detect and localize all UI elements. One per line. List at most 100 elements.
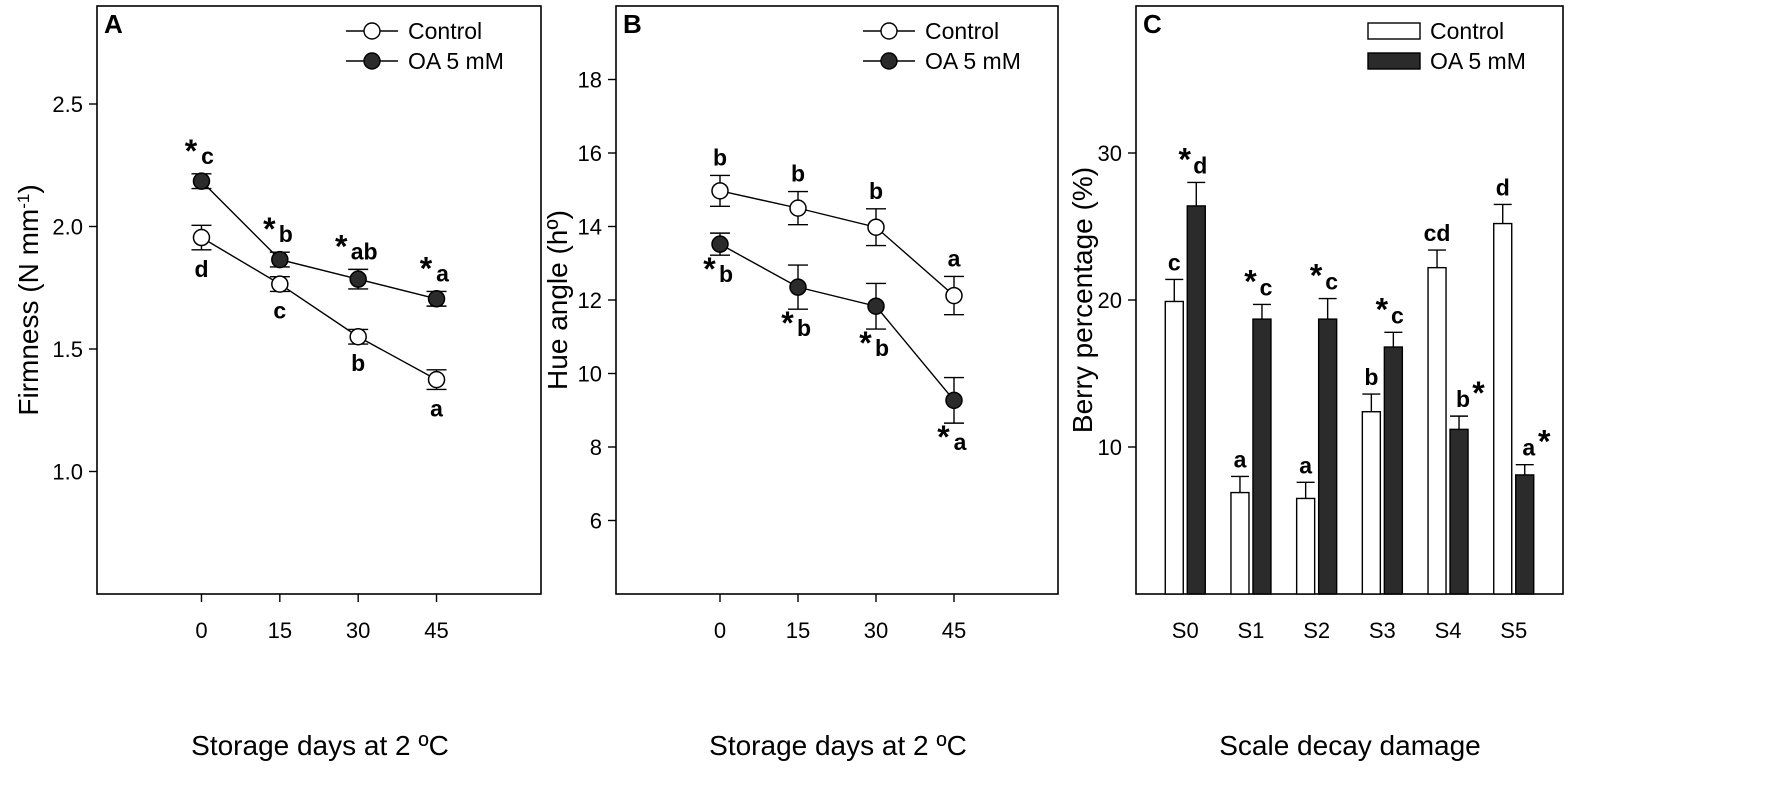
y-tick-label: 30 bbox=[1098, 141, 1122, 166]
significance-star: * bbox=[185, 133, 198, 169]
significance-star: * bbox=[420, 250, 433, 286]
panel-letter: B bbox=[623, 9, 642, 39]
y-tick-label: 1.5 bbox=[52, 337, 83, 362]
significance-letter: b bbox=[719, 261, 733, 287]
y-axis-title-main: Berry percentage (%) bbox=[1067, 167, 1098, 433]
y-tick-label: 14 bbox=[578, 215, 602, 240]
y-tick-label: 1.0 bbox=[52, 460, 83, 485]
plot-frame bbox=[96, 5, 542, 595]
significance-star: * bbox=[1179, 141, 1192, 177]
significance-letter: b bbox=[1456, 386, 1470, 412]
x-tick-label: 30 bbox=[864, 618, 888, 643]
series-oa-5-mm: b*b*b*a* bbox=[703, 232, 967, 455]
bar-group: d* bbox=[1179, 141, 1207, 595]
significance-star: * bbox=[1472, 375, 1485, 411]
significance-letter: c bbox=[273, 297, 286, 323]
legend-label: OA 5 mM bbox=[408, 48, 504, 74]
y-tick-label: 18 bbox=[578, 68, 602, 93]
y-axis-title-sup: -1 bbox=[14, 194, 33, 209]
significance-letter: a bbox=[948, 245, 961, 271]
x-tick-label: 45 bbox=[424, 618, 448, 643]
x-tick-label: 15 bbox=[268, 618, 292, 643]
x-tick-label: S2 bbox=[1303, 618, 1330, 643]
series-control: d c b a bbox=[191, 224, 447, 421]
bar-group: a * bbox=[1515, 424, 1551, 595]
y-tick-label: 12 bbox=[578, 288, 602, 313]
bar-group: cd bbox=[1424, 220, 1451, 595]
bar bbox=[1493, 222, 1513, 595]
significance-star: * bbox=[1244, 263, 1257, 299]
bar bbox=[1295, 497, 1316, 595]
legend-marker bbox=[363, 22, 381, 40]
significance-letter: b bbox=[791, 161, 805, 187]
x-tick-label: 15 bbox=[786, 618, 810, 643]
panel-a: A 1.0 1.5 2.0 2.5 Storage days at 2 ºC Firmnes… bbox=[13, 5, 542, 761]
series-line bbox=[719, 243, 955, 401]
y-tick-label: 6 bbox=[590, 509, 602, 534]
legend-marker bbox=[880, 52, 898, 70]
significance-letter: d bbox=[194, 256, 208, 282]
x-tick-label: S0 bbox=[1172, 618, 1199, 643]
x-axis-title: Storage days at 2 ºC bbox=[709, 730, 967, 761]
significance-letter: c bbox=[1325, 269, 1338, 295]
y-tick-label: 2.5 bbox=[52, 92, 83, 117]
x-tick-label: S5 bbox=[1500, 618, 1527, 643]
y-tick-label: 10 bbox=[578, 362, 602, 387]
data-point bbox=[945, 286, 963, 305]
bar bbox=[1317, 318, 1338, 595]
y-tick-label: 16 bbox=[578, 141, 602, 166]
data-point bbox=[349, 270, 367, 288]
significance-letter: b bbox=[351, 350, 365, 376]
panel-letter: C bbox=[1143, 9, 1162, 39]
bar bbox=[1252, 318, 1272, 595]
y-axis-title: Firmness (N mm-1) bbox=[13, 184, 44, 415]
bar bbox=[1515, 474, 1535, 595]
bar bbox=[1427, 266, 1447, 595]
series-line bbox=[719, 190, 955, 297]
significance-star: * bbox=[781, 305, 794, 341]
y-tick-label: 2.0 bbox=[52, 215, 83, 240]
y-axis-title-main: Hue angle (hº) bbox=[542, 210, 573, 390]
significance-letter: cd bbox=[1424, 220, 1451, 246]
legend-label: Control bbox=[1430, 18, 1504, 44]
x-axis-title: Storage days at 2 ºC bbox=[191, 730, 449, 761]
significance-letter: a bbox=[1522, 435, 1535, 461]
series-line bbox=[200, 180, 437, 300]
bar-group: b * bbox=[1449, 375, 1485, 595]
panel-b: B 6 8 10 12 14 16 18 Storage days at 2 ºC Hue ang… bbox=[542, 5, 1059, 761]
series-oa-5-mm: c*b*ab*a* bbox=[185, 133, 449, 308]
significance-letter: d bbox=[1496, 174, 1510, 200]
significance-star: * bbox=[335, 228, 348, 264]
bar bbox=[1361, 411, 1382, 595]
panel-c: C 10 20 30 Scale decay damage Berry percentag… bbox=[1067, 5, 1564, 761]
x-tick-label: 30 bbox=[346, 618, 370, 643]
data-point bbox=[427, 290, 446, 308]
series-line bbox=[201, 236, 437, 381]
significance-star: * bbox=[1376, 291, 1389, 327]
bar bbox=[1449, 428, 1469, 595]
bar-group: a bbox=[1230, 446, 1250, 595]
bar bbox=[1383, 346, 1404, 595]
significance-star: * bbox=[263, 211, 276, 247]
y-tick-label: 8 bbox=[590, 435, 602, 460]
data-point bbox=[711, 182, 729, 200]
bar-group: c* bbox=[1376, 291, 1404, 595]
significance-star: * bbox=[1538, 424, 1551, 460]
bar-group: c* bbox=[1244, 263, 1273, 595]
significance-letter: a bbox=[954, 429, 967, 455]
legend-label: Control bbox=[408, 18, 482, 44]
data-point bbox=[349, 328, 367, 346]
significance-letter: d bbox=[1193, 152, 1207, 178]
bar-group: c bbox=[1164, 249, 1184, 595]
significance-star: * bbox=[703, 251, 716, 287]
data-point bbox=[192, 228, 211, 247]
data-point bbox=[711, 235, 729, 253]
significance-star: * bbox=[1310, 258, 1323, 294]
significance-letter: ab bbox=[351, 238, 378, 264]
legend-label: Control bbox=[925, 18, 999, 44]
y-tick-label: 10 bbox=[1098, 435, 1122, 460]
x-tick-label: 45 bbox=[942, 618, 966, 643]
significance-letter: b bbox=[797, 315, 811, 341]
